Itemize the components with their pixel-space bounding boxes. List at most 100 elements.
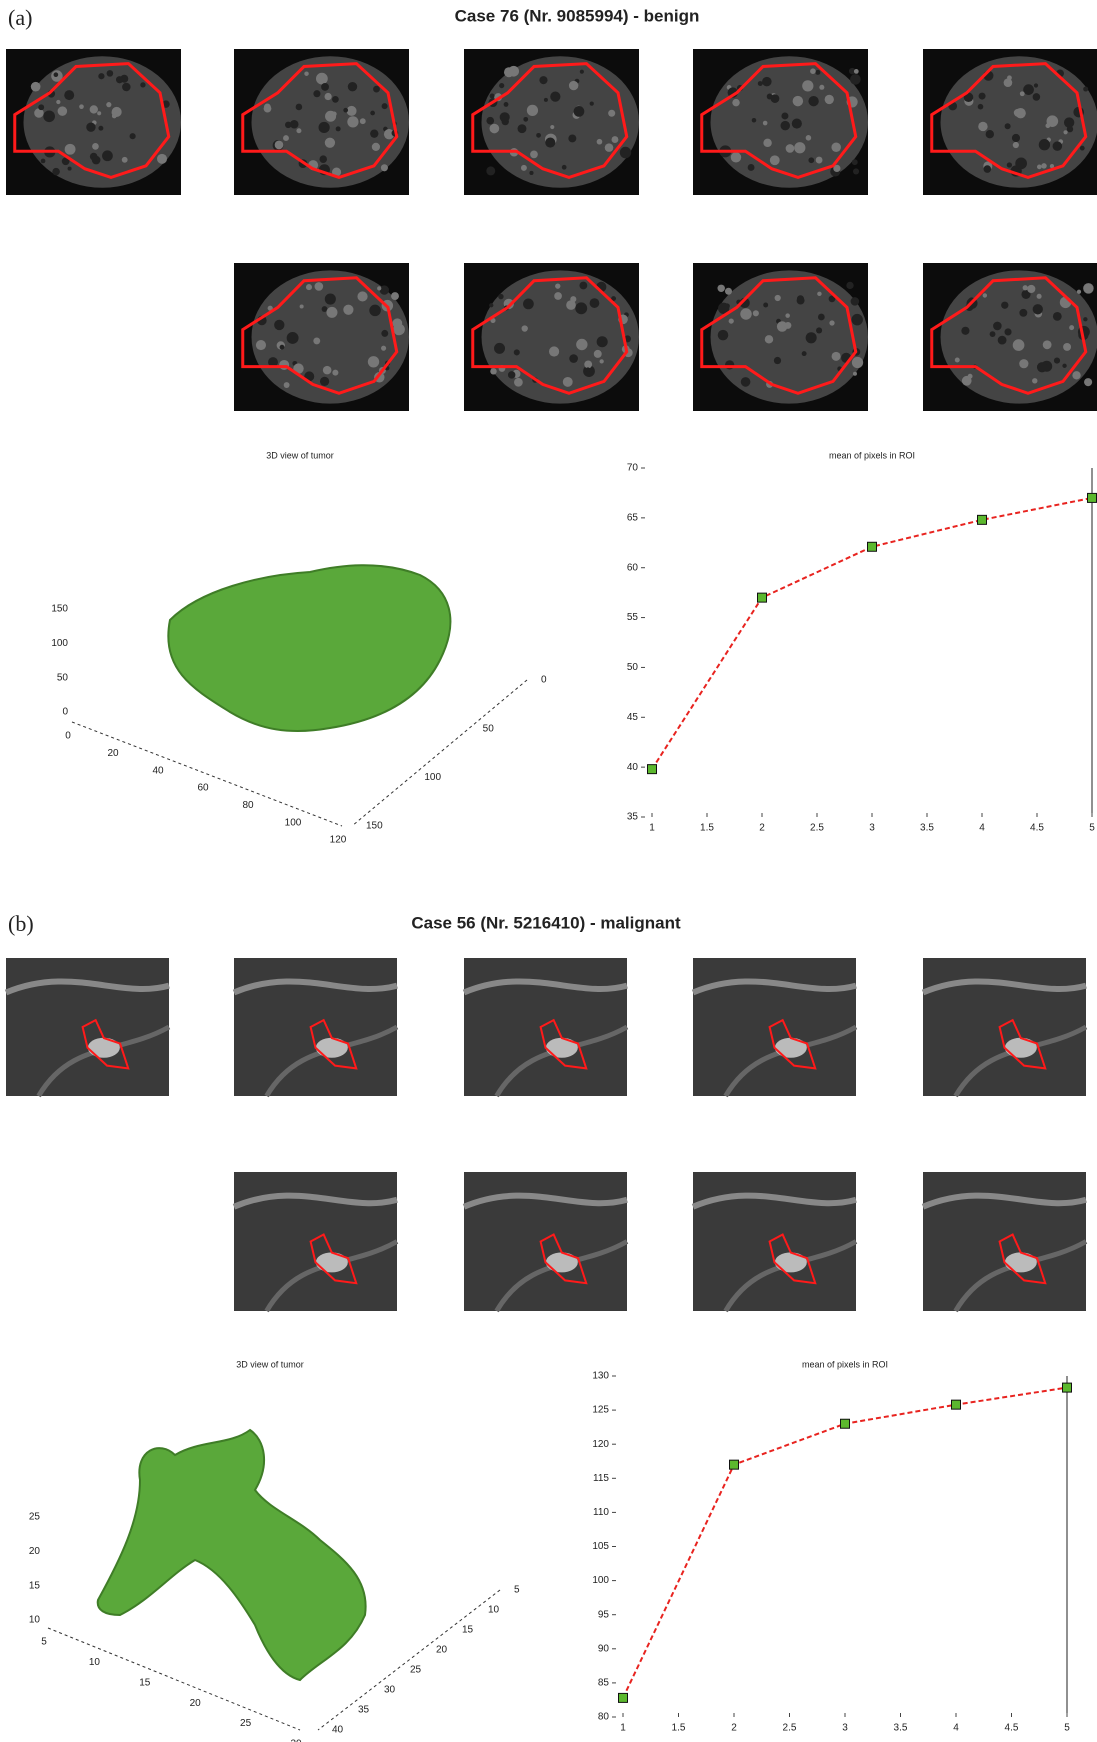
texture: [764, 335, 774, 344]
roi-outline: [81, 1018, 130, 1070]
y-tick-label: 110: [593, 1507, 609, 1518]
x-tick-label: 1: [649, 823, 655, 834]
y-tick-label: 70: [627, 463, 639, 474]
texture: [489, 123, 500, 134]
texture: [740, 308, 752, 320]
texture: [989, 331, 996, 338]
texture: [608, 109, 616, 117]
texture: [575, 302, 588, 315]
texture: [43, 110, 55, 123]
roi-outline: [539, 1233, 588, 1285]
texture: [751, 117, 757, 123]
texture: [784, 321, 792, 329]
texture: [596, 336, 608, 348]
texture: [121, 156, 128, 163]
x-tick-label: 20: [107, 748, 119, 759]
texture: [1004, 123, 1011, 130]
data-point: [647, 764, 657, 775]
texture: [1063, 130, 1068, 135]
texture: [274, 319, 285, 331]
texture: [593, 349, 602, 358]
texture: [805, 135, 812, 141]
texture: [569, 354, 578, 363]
texture: [728, 318, 734, 324]
slice-bg: [234, 958, 397, 1096]
texture: [807, 332, 817, 342]
texture: [346, 105, 357, 116]
texture: [791, 118, 802, 129]
y-tick-label: 35: [358, 1705, 370, 1716]
mri-slice: [921, 1172, 1088, 1313]
texture: [1052, 141, 1063, 151]
z-tick-label: 15: [29, 1580, 41, 1591]
texture: [1003, 78, 1013, 87]
roi-outline: [309, 1233, 358, 1285]
y-tick-label: 30: [384, 1685, 396, 1696]
texture: [1032, 304, 1043, 315]
y-tick-label: 15: [462, 1625, 474, 1636]
panel-title: Case 56 (Nr. 5216410) - malignant: [411, 913, 681, 932]
y-tick-label: 100: [592, 1575, 609, 1586]
slice-bg: [923, 1172, 1086, 1311]
texture: [1076, 289, 1082, 294]
texture: [536, 132, 541, 138]
roi-outline: [998, 1018, 1047, 1070]
texture: [111, 113, 117, 119]
lesion: [315, 1252, 348, 1273]
y-tick-label: 40: [332, 1725, 344, 1736]
lesion: [545, 1252, 578, 1273]
texture: [324, 137, 336, 148]
texture: [730, 152, 742, 163]
x-tick-label: 40: [152, 765, 164, 776]
texture: [1083, 283, 1094, 294]
x-tick-label: 30: [290, 1739, 302, 1742]
texture: [1033, 83, 1039, 88]
lesion: [87, 1037, 120, 1058]
x-tick-label: 4: [953, 1723, 959, 1734]
texture: [489, 93, 495, 99]
x-tick-label: 2: [759, 823, 765, 834]
texture: [381, 103, 388, 110]
texture: [86, 122, 96, 132]
texture: [304, 71, 309, 76]
texture: [978, 92, 986, 100]
texture: [579, 69, 584, 74]
y-tick-label: 0: [541, 675, 547, 686]
texture: [1001, 301, 1009, 309]
texture: [367, 356, 380, 368]
tumor-3d: [96, 1428, 367, 1682]
texture: [828, 295, 836, 303]
tissue: [481, 270, 639, 404]
texture: [817, 291, 822, 297]
texture: [1007, 75, 1012, 81]
texture: [332, 369, 339, 376]
texture: [585, 367, 591, 373]
texture: [851, 356, 864, 369]
vessel: [232, 1192, 398, 1210]
mri-slice: [234, 263, 409, 411]
texture: [67, 166, 72, 171]
data-point: [1087, 492, 1097, 503]
roi-outline: [471, 276, 629, 395]
x-tick-label: 1: [620, 1723, 626, 1734]
x-tick-label: 3: [842, 1723, 848, 1734]
texture: [808, 157, 815, 164]
texture: [1021, 289, 1031, 299]
y-tick-label: 5: [514, 1585, 520, 1596]
x-tick-label: 60: [197, 783, 209, 794]
y-tick-label: 40: [627, 762, 639, 773]
texture: [850, 74, 861, 85]
texture: [817, 313, 825, 321]
texture: [64, 90, 75, 101]
texture: [961, 326, 970, 335]
vessel: [462, 978, 628, 996]
texture: [383, 129, 395, 140]
texture: [279, 344, 285, 350]
texture: [1046, 115, 1059, 127]
roi-outline: [930, 276, 1088, 395]
texture: [53, 72, 59, 78]
texture: [40, 158, 46, 164]
y-tick-label: 100: [424, 772, 441, 783]
texture: [1079, 145, 1085, 151]
texture: [268, 357, 278, 368]
